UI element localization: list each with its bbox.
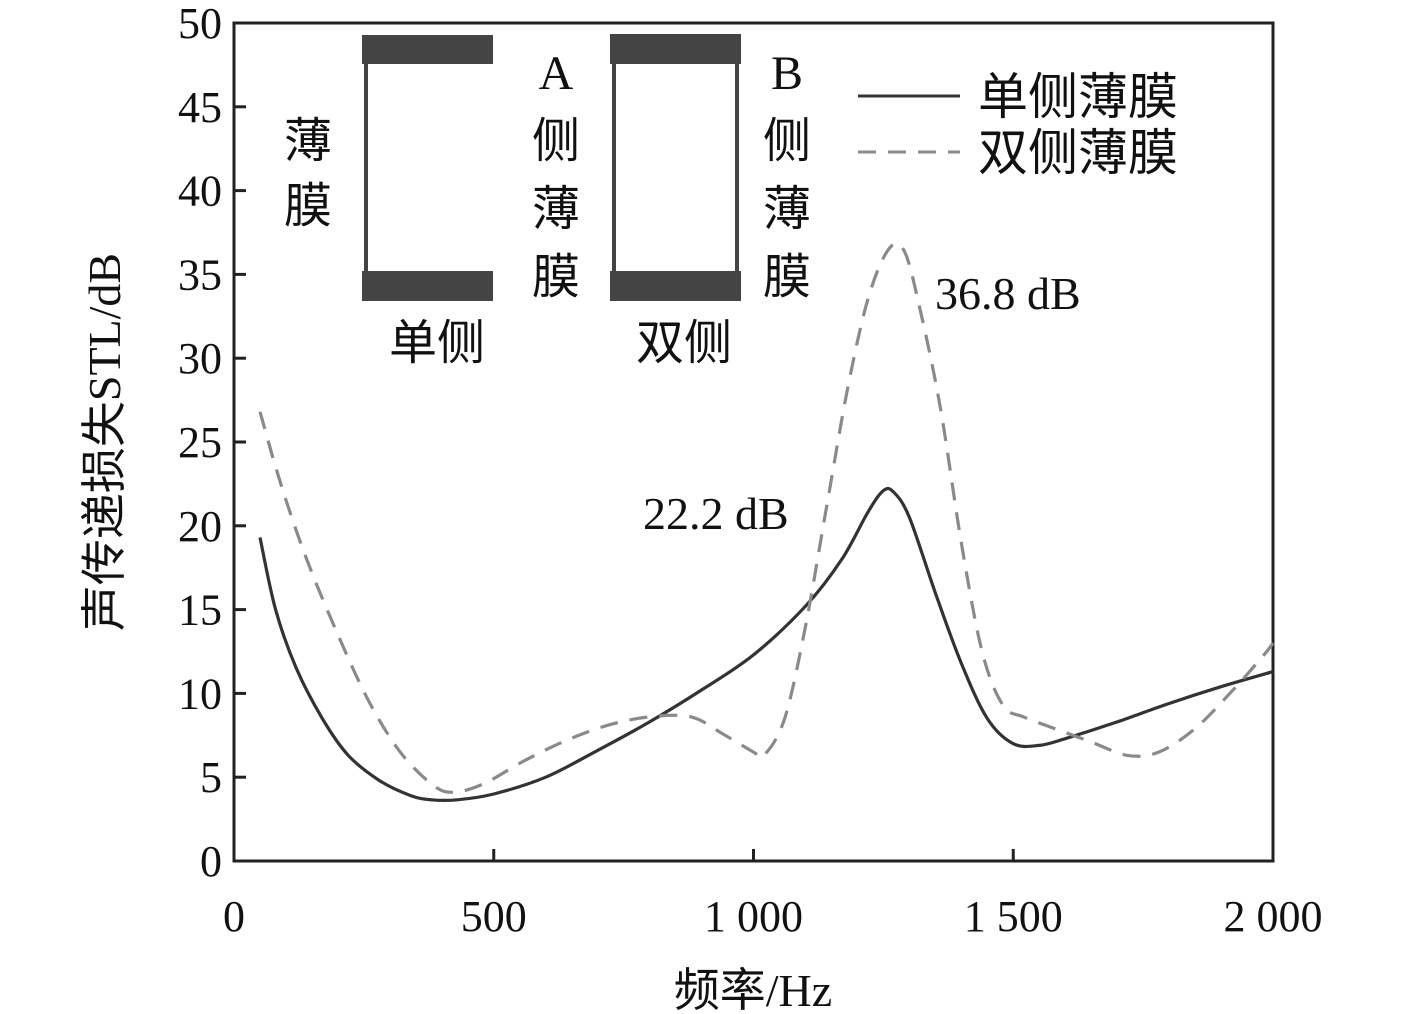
legend: 单侧薄膜 双侧薄膜 [858,69,1178,181]
y-tick-label: 50 [178,0,222,48]
inset-double-side: B 侧薄膜 双侧 [610,34,811,370]
x-tick-label: 1 500 [964,892,1063,941]
inset-double-top-plate [610,34,741,64]
peak-annotation-single: 22.2 dB [643,488,789,539]
y-tick-label: 20 [178,502,222,551]
inset-double-bottom-plate [610,271,741,301]
y-tick-label: 35 [178,250,222,299]
x-tick-label: 500 [461,892,527,941]
y-tick-label: 10 [178,669,222,718]
inset-single-side: 薄膜 A 侧薄膜 单侧 [284,35,580,370]
y-tick-label: 0 [200,837,222,886]
axis-ticks [232,21,1275,863]
y-tick-label: 40 [178,167,222,216]
x-tick-label: 2 000 [1224,892,1323,941]
inset-right-caption: 双侧 [636,317,732,370]
inset-left-caption: 单侧 [389,317,485,370]
legend-label-double: 双侧薄膜 [978,125,1178,181]
series-line-single-membrane [258,486,1274,803]
inset-right-right-label: B 侧薄膜 [763,47,811,304]
x-axis-title: 频率/Hz [674,965,832,1014]
series-line-double-membrane [258,241,1275,794]
series-layer [258,241,1275,803]
inset-diagram: 薄膜 A 侧薄膜 单侧 B 侧薄膜 双侧 [284,34,811,370]
inset-left-side-label: 薄膜 [284,115,332,233]
y-tick-label: 30 [178,334,222,383]
legend-label-single: 单侧薄膜 [978,69,1178,125]
peak-annotation-double: 36.8 dB [935,268,1081,319]
inset-single-bottom-plate [362,271,493,301]
y-axis-title: 声传递损失STL/dB [79,253,130,631]
y-tick-label: 5 [200,753,222,802]
y-tick-label: 25 [178,418,222,467]
inset-left-right-label: A 侧薄膜 [532,47,580,304]
x-tick-label: 1 000 [704,892,803,941]
x-tick-label: 0 [223,892,245,941]
y-tick-label: 45 [178,83,222,132]
y-tick-label: 15 [178,586,222,635]
inset-single-top-plate [362,35,493,64]
